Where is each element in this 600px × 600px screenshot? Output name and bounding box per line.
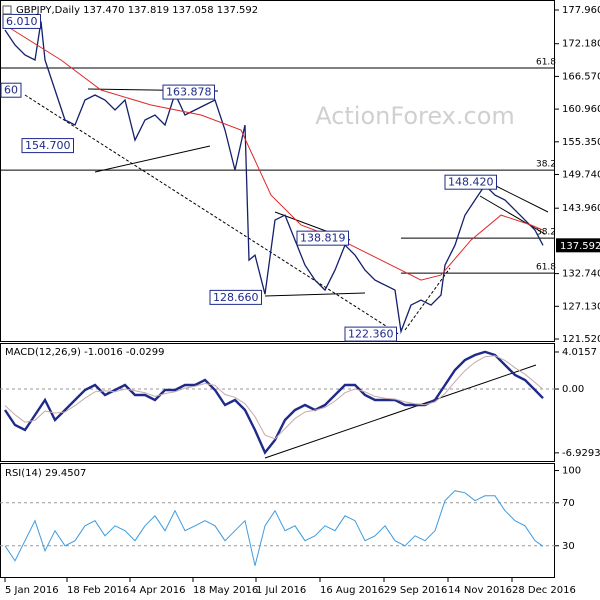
trend-line (24, 94, 401, 336)
annotation-label: 154.700 (25, 139, 71, 152)
x-tick-label: 28 Dec 2016 (512, 585, 576, 596)
annotation-label: 60 (4, 84, 18, 97)
watermark: ActionForex.com (315, 102, 515, 130)
y-tick-label: 30 (562, 541, 575, 552)
y-tick-label: 0.00 (562, 384, 584, 395)
series-line (4, 490, 544, 566)
fib-label: 61.8 (536, 263, 556, 273)
y-tick-label: 166.570 (562, 71, 600, 82)
x-tick-label: 29 Sep 2016 (384, 585, 447, 596)
y-tick-label: 4.0157 (562, 347, 597, 358)
annotation-box (0, 82, 22, 98)
series-line (4, 24, 544, 281)
series-line (4, 21, 544, 335)
y-tick-label: 143.960 (562, 203, 600, 214)
annotation-label: 128.660 (213, 291, 259, 304)
x-tick-label: 14 Nov 2016 (448, 585, 512, 596)
fib-label: 61.8 (536, 58, 556, 68)
annotation: 163.878 (162, 84, 215, 100)
y-tick-label: 127.130 (562, 301, 600, 312)
last-price: 137.592 (560, 241, 600, 252)
annotation-box (344, 326, 397, 342)
trend-lines (24, 88, 549, 459)
annotation: 60 (0, 82, 22, 98)
annotation-label: 148.420 (448, 176, 494, 189)
y-tick-label: 100 (562, 466, 581, 477)
x-tick-label: 18 Feb 2016 (67, 585, 129, 596)
x-tick-label: 1 Jul 2016 (256, 585, 306, 596)
y-tick-label: 70 (562, 498, 575, 509)
y-tick-label: 155.350 (562, 137, 600, 148)
y-tick-label: 149.740 (562, 170, 600, 181)
trend-line (264, 364, 537, 459)
annotation-label: 6.010 (6, 15, 38, 28)
annotation: 128.660 (209, 289, 262, 305)
last-price-box (556, 238, 600, 253)
y-tick-label: -6.9293 (562, 448, 600, 459)
trend-line (479, 195, 546, 235)
y-tick-label: 121.520 (562, 334, 600, 345)
title-icon (2, 5, 12, 15)
annotation-box (162, 84, 215, 100)
x-tick-label: 4 Apr 2016 (130, 585, 185, 596)
annotation-label: 163.878 (166, 86, 212, 99)
annotation: 6.010 (2, 13, 41, 29)
x-tick-label: 16 Aug 2016 (320, 585, 384, 596)
trend-line (94, 145, 211, 173)
y-tick-label: 172.180 (562, 39, 600, 50)
rsi-pane (0, 463, 555, 578)
trend-line (489, 182, 549, 213)
series-line (4, 355, 544, 440)
trend-line (264, 292, 366, 297)
annotation-label: 138.819 (300, 232, 346, 245)
annotation-box (2, 13, 41, 29)
fib-label: 38.2 (536, 160, 556, 170)
fib-label: 38.2 (536, 228, 556, 238)
annotation-label: 122.360 (348, 328, 394, 341)
annotation-box (21, 138, 74, 154)
price-pane (0, 0, 555, 342)
annotation: 148.420 (444, 174, 497, 190)
pane-title: MACD(12,26,9) -1.0016 -0.0299 (5, 347, 165, 358)
macd-pane (0, 343, 555, 462)
y-tick-label: 177.960 (562, 5, 600, 16)
y-tick-label: 160.960 (562, 104, 600, 115)
x-tick-label: 5 Jan 2016 (5, 585, 59, 596)
x-tick-label: 18 May 2016 (193, 585, 258, 596)
annotation-box (296, 230, 349, 246)
pane-title: GBPJPY,Daily 137.470 137.819 137.058 137… (16, 5, 258, 16)
annotation: 154.700 (21, 138, 74, 154)
annotation-box (444, 174, 497, 190)
series-line (4, 350, 544, 455)
annotation: 122.360 (344, 326, 397, 342)
annotation-box (209, 289, 262, 305)
pane-title: RSI(14) 29.4507 (5, 468, 86, 479)
y-tick-label: 132.740 (562, 269, 600, 280)
trend-line (404, 267, 451, 331)
annotation: 138.819 (296, 230, 349, 246)
